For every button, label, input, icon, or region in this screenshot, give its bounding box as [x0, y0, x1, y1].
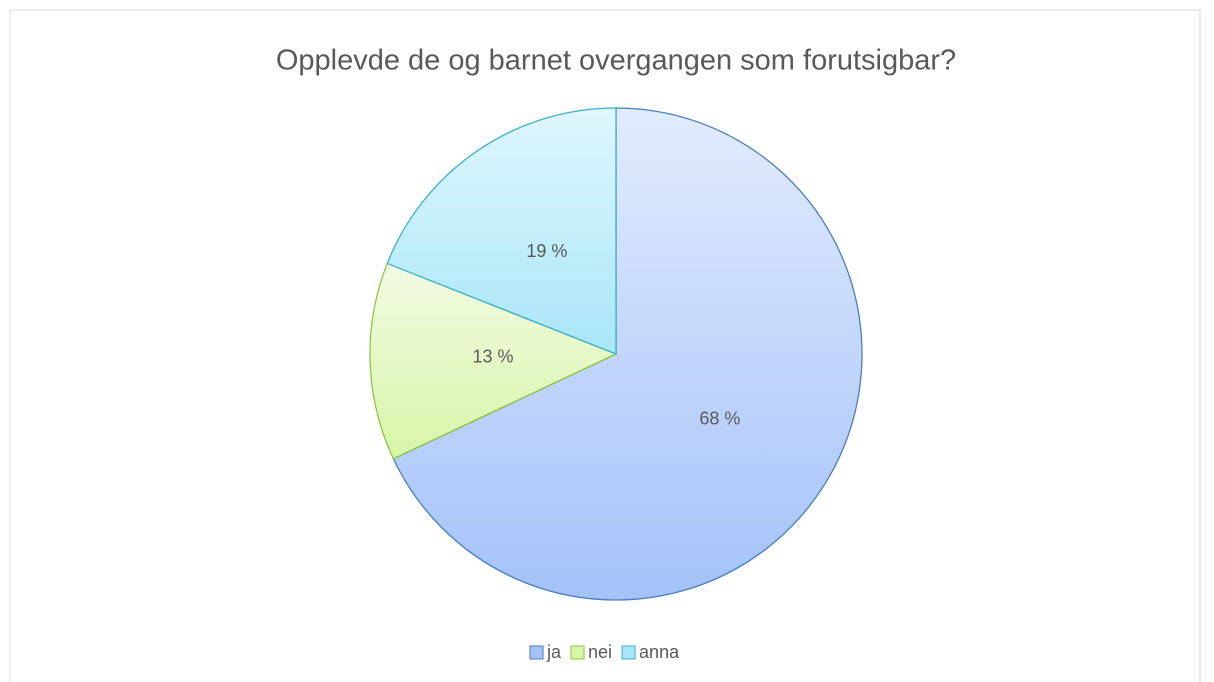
legend-label: nei: [588, 642, 612, 662]
chart-title: Opplevde de og barnet overgangen som for…: [276, 45, 956, 77]
pie-slice: [386, 107, 617, 355]
data-label: 68 %: [699, 409, 740, 429]
pie-slice: [369, 262, 618, 460]
legend-swatch: [621, 645, 636, 660]
legend-swatch: [570, 645, 585, 660]
legend-label: ja: [546, 642, 562, 662]
chart-frame: [9, 9, 1201, 682]
data-label: 13 %: [473, 347, 514, 367]
legend-label: anna: [639, 642, 680, 662]
data-label: 19 %: [526, 241, 567, 261]
pie-slice: [392, 107, 863, 601]
legend-swatch: [529, 645, 544, 660]
